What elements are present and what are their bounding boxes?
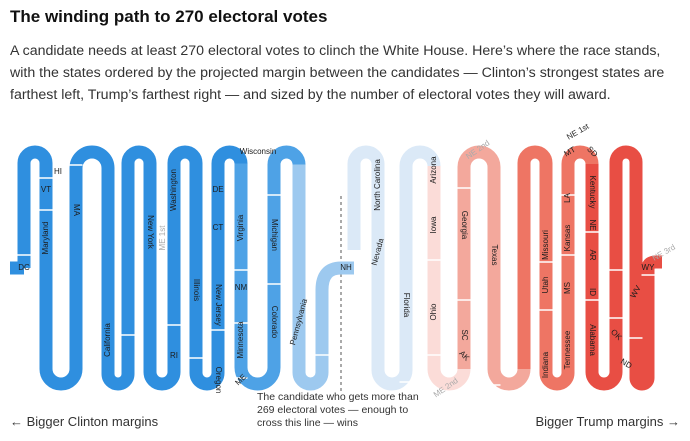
clinton-path-column-2 xyxy=(39,163,83,391)
state-label-ms: MS xyxy=(563,282,572,294)
chart-title: The winding path to 270 electoral votes xyxy=(10,7,328,26)
clinton-path-column-5 xyxy=(121,145,157,374)
state-label-georgia: Georgia xyxy=(460,211,469,240)
trump-path-column-10 xyxy=(585,164,623,391)
trump-path-column-12 xyxy=(629,162,655,391)
state-label-arizona: Arizona xyxy=(429,156,438,184)
clinton-path-column-8 xyxy=(189,163,225,391)
state-label-minnesota: Minnesota xyxy=(236,321,245,358)
trump-path-column-9 xyxy=(561,145,599,373)
clinton-path-column-12 xyxy=(292,164,329,391)
clinton-path-column-6 xyxy=(143,163,181,391)
state-label-florida: Florida xyxy=(402,293,411,318)
state-label-north-carolina: North Carolina xyxy=(373,159,382,211)
state-label-ar: AR xyxy=(588,249,597,260)
path-segments xyxy=(10,145,662,391)
state-label-maryland: Maryland xyxy=(41,222,50,255)
trump-path-column-2 xyxy=(371,164,413,391)
state-label-kansas: Kansas xyxy=(563,225,572,252)
state-label-iowa: Iowa xyxy=(429,216,438,233)
state-label-hi: HI xyxy=(54,167,62,176)
state-label-ne: NE xyxy=(588,219,597,230)
state-label-ne-1st: NE 1st xyxy=(565,121,591,141)
trump-path-column-3 xyxy=(399,145,441,370)
clinton-path-column-4 xyxy=(101,168,135,391)
trump-path-column-4 xyxy=(427,166,471,391)
state-label-california: California xyxy=(103,323,112,357)
state-label-ri: RI xyxy=(170,351,178,360)
state-label-ne-3rd: NE 3rd xyxy=(651,243,677,263)
state-label-wisconsin: Wisconsin xyxy=(240,147,276,156)
state-label-missouri: Missouri xyxy=(541,230,550,260)
state-label-virginia: Virginia xyxy=(236,214,245,241)
state-label-vt: VT xyxy=(41,185,51,194)
state-label-ct: CT xyxy=(213,223,224,232)
state-label-colorado: Colorado xyxy=(270,306,279,339)
state-label-nm: NM xyxy=(235,283,248,292)
state-label-me-1st: ME 1st xyxy=(158,225,167,251)
clinton-path-column-1 xyxy=(17,145,53,268)
state-label-nh: NH xyxy=(340,263,352,272)
state-label-oregon: Oregon xyxy=(214,367,223,394)
trump-path-column-7 xyxy=(517,145,553,369)
trump-path-column-1 xyxy=(347,145,385,250)
trump-path-column-11 xyxy=(609,145,643,372)
state-label-alabama: Alabama xyxy=(588,324,597,356)
state-label-sc: SC xyxy=(460,329,469,340)
state-label-illinois: Illinois xyxy=(192,279,201,301)
chart-subtitle: A candidate needs at least 270 electoral… xyxy=(10,43,665,103)
clinton-path-column-9 xyxy=(211,145,248,373)
state-label-wy: WY xyxy=(642,263,656,272)
clinton-path-column-10 xyxy=(234,163,281,391)
state-label-pennsylvania: Pennsylvania xyxy=(288,297,309,346)
trump-margin-label: Bigger Trump margins → xyxy=(535,414,681,429)
state-label-texas: Texas xyxy=(490,245,499,266)
state-label-michigan: Michigan xyxy=(270,219,279,251)
state-label-utah: Utah xyxy=(541,277,550,294)
threshold-note: The candidate who gets more than 269 ele… xyxy=(257,391,419,429)
state-label-kentucky: Kentucky xyxy=(588,176,597,209)
trump-path-column-8 xyxy=(539,163,575,391)
clinton-margin-label: ← Bigger Clinton margins xyxy=(10,414,159,429)
state-label-dc: DC xyxy=(18,263,30,272)
state-label-new-york: New York xyxy=(146,215,155,250)
trump-path-column-5 xyxy=(457,145,501,369)
state-label-id: ID xyxy=(588,288,597,296)
state-label-tennessee: Tennessee xyxy=(563,330,572,369)
state-label-washington: Washington xyxy=(169,169,178,211)
state-label-de: DE xyxy=(212,185,223,194)
trump-path-column-6 xyxy=(487,167,531,391)
state-label-ma: MA xyxy=(72,204,81,217)
trump-path-end xyxy=(641,255,662,270)
state-label-new-jersey: New Jersey xyxy=(214,284,223,326)
state-label-ohio: Ohio xyxy=(429,303,438,320)
center-connector xyxy=(315,261,354,291)
clinton-path-column-11 xyxy=(267,145,306,368)
clinton-path-column-7 xyxy=(167,145,203,372)
state-label-la: LA xyxy=(563,192,572,202)
state-label-indiana: Indiana xyxy=(541,351,550,378)
